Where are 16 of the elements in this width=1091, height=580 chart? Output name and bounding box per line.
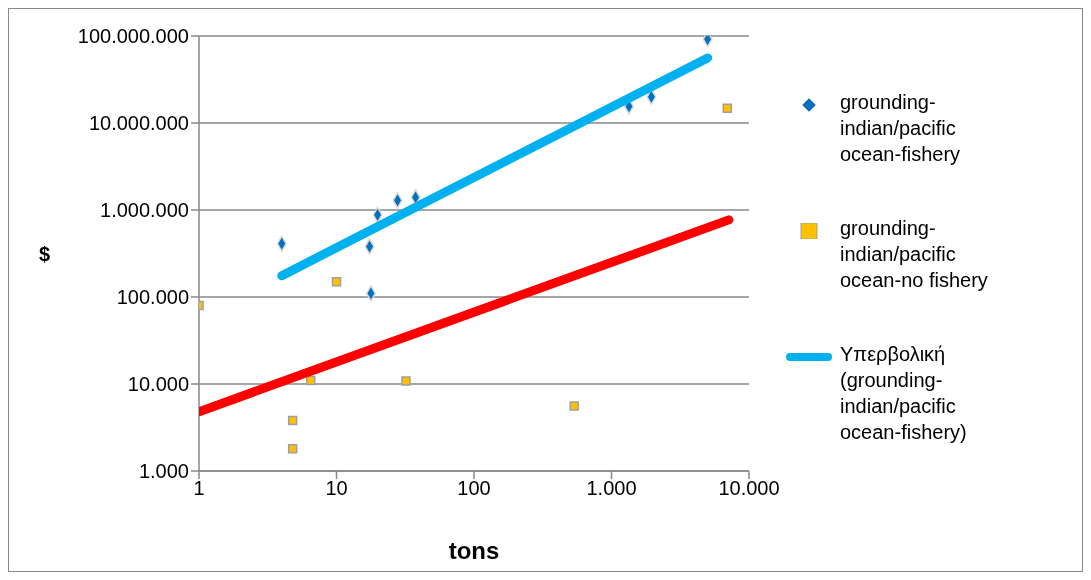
legend-label: grounding-indian/pacific ocean-fishery — [840, 90, 962, 167]
legend-label: Υπερβολική (grounding-indian/pacific ocean-fishery) — [840, 342, 968, 445]
y-tick-label: 1.000 — [138, 460, 189, 483]
x-tick-label: 100 — [457, 477, 491, 500]
x-tick-label: 10.000 — [718, 477, 780, 500]
x-tick-label: 1.000 — [586, 477, 637, 500]
y-tick-label: 100.000.000 — [77, 25, 189, 48]
y-tick-label: 10.000.000 — [88, 112, 189, 135]
y-tick-label: 1.000.000 — [100, 199, 189, 222]
x-axis-title: tons — [448, 537, 500, 564]
y-tick-label: 100.000 — [116, 286, 189, 309]
y-axis-title: $ — [39, 242, 51, 265]
y-tick-label: 10.000 — [127, 373, 189, 396]
x-tick-label: 10 — [325, 477, 348, 500]
legend-label: grounding-indian/pacific ocean-no fishery — [840, 216, 989, 293]
x-tick-label: 1 — [193, 477, 205, 500]
